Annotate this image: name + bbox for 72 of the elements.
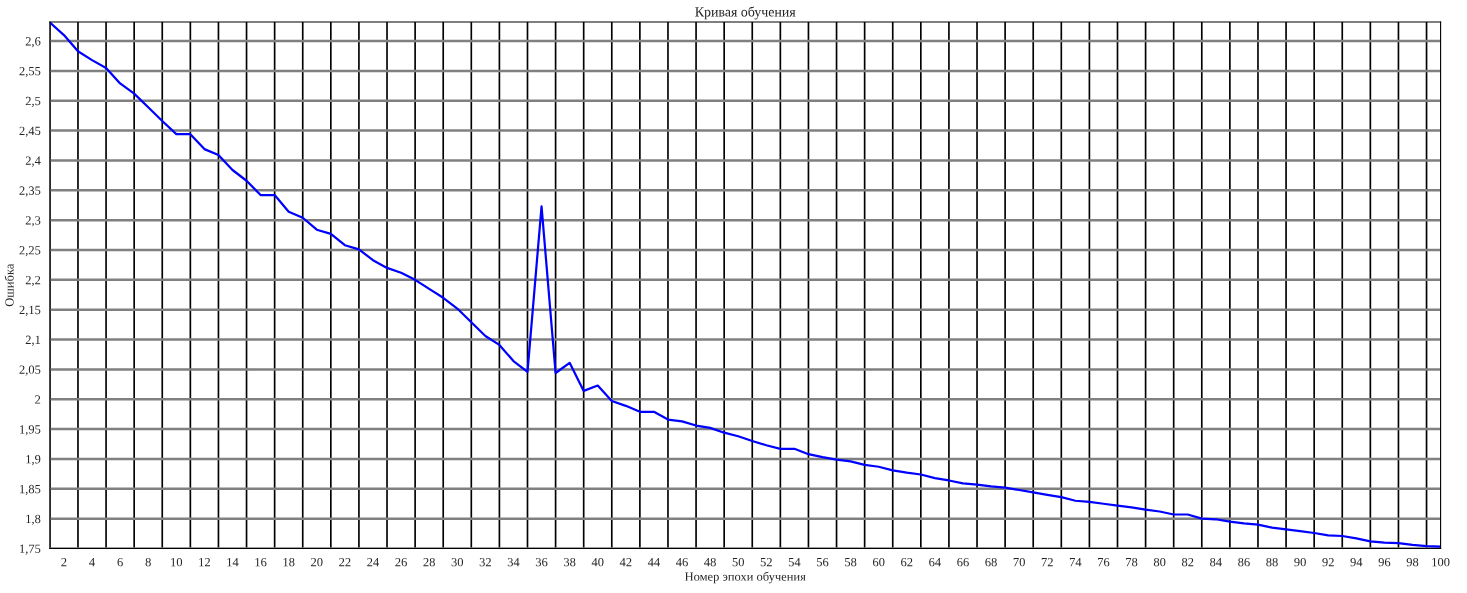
x-tick-label: 78 [1126, 557, 1138, 567]
x-tick-label: 50 [732, 557, 744, 567]
y-tick-label: 2,05 [19, 365, 41, 376]
x-tick-label: 64 [929, 557, 941, 567]
x-tick-label: 32 [479, 557, 491, 567]
x-tick-label: 98 [1406, 557, 1419, 567]
x-tick-label: 48 [704, 557, 716, 567]
y-tick-label: 2 [35, 395, 41, 404]
x-tick-label: 20 [311, 557, 323, 567]
y-axis-title: Ошибка [4, 263, 14, 307]
x-tick-label: 88 [1266, 557, 1278, 567]
x-tick-label: 68 [985, 557, 997, 567]
y-tick-label: 1,9 [26, 455, 41, 466]
x-tick-label: 54 [788, 558, 801, 567]
y-tick-label: 2,5 [25, 96, 41, 108]
x-tick-label: 8 [145, 557, 151, 567]
x-tick-label: 58 [845, 557, 857, 567]
x-tick-label: 52 [760, 557, 772, 567]
y-tick-label: 2,3 [25, 216, 41, 227]
x-tick-label: 42 [619, 557, 632, 567]
x-tick-label: 16 [255, 557, 267, 567]
x-tick-label: 14 [227, 557, 239, 567]
x-tick-label: 86 [1238, 557, 1250, 567]
x-tick-label: 18 [283, 557, 295, 567]
x-tick-label: 24 [367, 557, 380, 567]
y-tick-label: 2,1 [25, 335, 41, 346]
chart-title: Кривая обучения [695, 6, 796, 20]
x-tick-label: 22 [339, 557, 351, 567]
x-tick-label: 70 [1013, 557, 1025, 567]
x-tick-label: 36 [535, 557, 548, 567]
x-tick-label: 30 [451, 557, 464, 567]
x-tick-label: 10 [171, 557, 183, 567]
y-tick-label: 2,35 [19, 186, 41, 197]
x-tick-label: 62 [901, 557, 913, 567]
x-tick-label: 12 [199, 557, 210, 567]
x-tick-label: 40 [591, 557, 604, 567]
x-tick-label: 56 [816, 557, 829, 567]
x-tick-label: 76 [1098, 557, 1110, 567]
x-tick-label: 82 [1181, 557, 1194, 567]
x-tick-label: 34 [507, 557, 520, 567]
y-tick-label: 2,55 [19, 66, 41, 78]
x-tick-label: 38 [563, 557, 576, 567]
x-tick-label: 96 [1378, 557, 1391, 567]
y-tick-label: 2,4 [25, 156, 41, 167]
y-tick-label: 1,75 [20, 544, 41, 555]
y-tick-label: 1,85 [20, 484, 41, 496]
y-tick-label: 2,6 [25, 37, 41, 48]
x-tick-label: 100 [1432, 557, 1450, 567]
x-axis-title: Номер эпохи обучения [684, 571, 806, 584]
x-tick-label: 66 [957, 557, 969, 567]
x-tick-label: 90 [1294, 557, 1306, 567]
x-tick-label: 92 [1322, 557, 1334, 567]
x-tick-label: 46 [676, 557, 688, 567]
x-tick-label: 60 [872, 557, 885, 567]
x-tick-label: 74 [1069, 558, 1082, 567]
x-tick-label: 26 [395, 557, 407, 567]
x-tick-label: 72 [1041, 557, 1053, 567]
x-tick-label: 80 [1153, 557, 1166, 567]
y-tick-label: 2,15 [19, 305, 41, 316]
y-tick-label: 2,45 [19, 126, 41, 137]
y-tick-label: 2,25 [19, 246, 41, 257]
y-tick-label: 1,95 [20, 425, 41, 436]
x-tick-label: 94 [1350, 557, 1363, 567]
x-tick-label: 84 [1210, 557, 1222, 567]
line-series [49, 21, 1441, 548]
x-tick-label: 2 [61, 557, 67, 567]
y-tick-label: 2,2 [25, 275, 41, 287]
y-tick-label: 1,8 [26, 514, 41, 525]
x-tick-label: 6 [117, 557, 123, 567]
x-tick-label: 44 [647, 558, 660, 567]
x-tick-label: 4 [89, 558, 95, 567]
x-tick-label: 28 [423, 557, 435, 567]
